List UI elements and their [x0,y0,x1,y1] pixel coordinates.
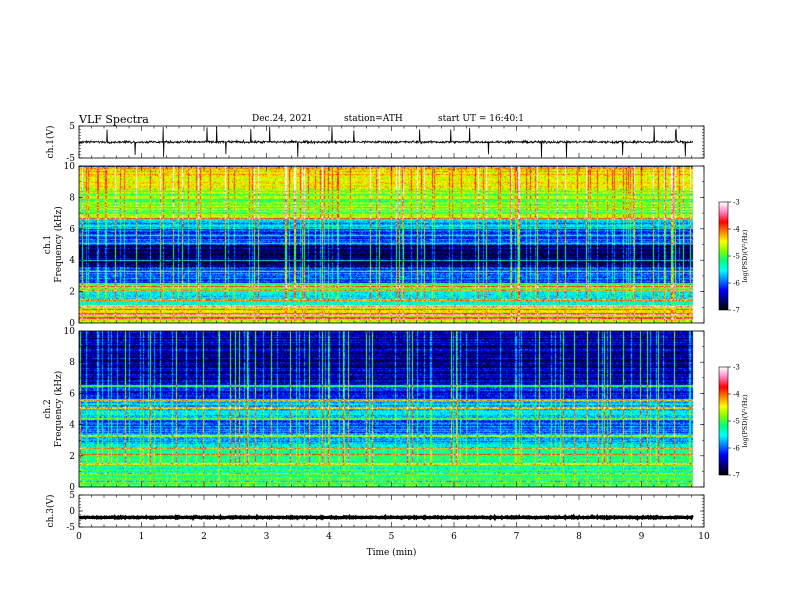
y-tick-label: -5 [66,154,75,164]
x-axis-label: Time (min) [367,547,417,558]
y-tick-label: 0 [69,483,75,493]
x-tick-label: 8 [576,532,582,542]
x-tick-label: 3 [264,532,270,542]
y-tick-label: 4 [69,421,75,431]
colorbar-tick-label: -7 [733,472,740,480]
y-tick-label: 4 [69,256,75,266]
colorbar-tick-label: -6 [733,280,740,288]
x-tick-label: 10 [698,532,710,542]
image-layer [79,166,728,487]
colorbar-tick-label: -5 [733,253,740,261]
colorbar-tick-label: -5 [733,418,740,426]
y-axis-label: Frequency (kHz) [53,206,64,283]
waveform-layer [78,126,694,522]
y-tick-label: 0 [69,507,75,517]
x-tick-label: 1 [139,532,145,542]
ch2-spectrogram-colorbar [719,367,728,475]
ch1-spectrogram-colorbar [719,202,728,310]
y-tick-label: 8 [69,193,75,203]
colorbar-tick-label: -4 [733,226,740,234]
ch1-spectrogram [79,166,704,323]
figure-title: VLF Spectra [79,113,149,126]
colorbar-label: log(PSD)(V²/Hz) [741,394,749,447]
y-tick-label: 10 [64,327,76,337]
y-axis-label: ch.1 [43,235,53,254]
ch2-spectrogram [79,331,704,487]
x-tick-label: 0 [76,532,82,542]
colorbar-label: log(PSD)(V²/Hz) [741,229,749,282]
y-tick-label: 6 [69,225,75,235]
y-axis-label: ch.3(V) [45,495,56,528]
colorbar-tick-label: -7 [733,307,740,315]
ch1-waveform [78,126,694,158]
y-tick-label: 8 [69,358,75,368]
y-tick-label: 5 [69,491,75,501]
y-axis-label: ch.2 [43,399,53,418]
y-tick-label: 2 [69,288,75,298]
colorbar-tick-label: -3 [733,199,740,207]
start-time-label: start UT = 16:40:1 [438,114,524,124]
colorbar-tick-label: -6 [733,445,740,453]
axes-layer [78,125,731,528]
date-label: Dec.24, 2021 [252,114,313,124]
ch3-waveform [78,513,694,522]
x-tick-label: 5 [389,532,395,542]
y-tick-label: 10 [64,162,76,172]
text-layer: -3 -4 -5 -6 -7 log(PSD)(V²/Hz) -3 -4 -5 -6 -7 log(P… [43,122,749,558]
y-tick-label: 6 [69,389,75,399]
y-axis-label: ch.1(V) [45,126,56,159]
y-axis-label: Frequency (kHz) [53,371,64,448]
colorbar-tick-label: -3 [733,364,740,372]
y-tick-label: 2 [69,452,75,462]
colorbar-tick-label: -4 [733,391,740,399]
y-tick-label: 0 [69,319,75,329]
y-tick-label: 5 [69,122,75,132]
x-tick-label: 7 [514,532,520,542]
station-label: station=ATH [344,114,403,124]
x-tick-label: 4 [326,532,332,542]
x-tick-label: 9 [639,532,645,542]
x-tick-label: 6 [451,532,457,542]
x-tick-label: 2 [201,532,207,542]
y-tick-label: -5 [66,523,75,533]
